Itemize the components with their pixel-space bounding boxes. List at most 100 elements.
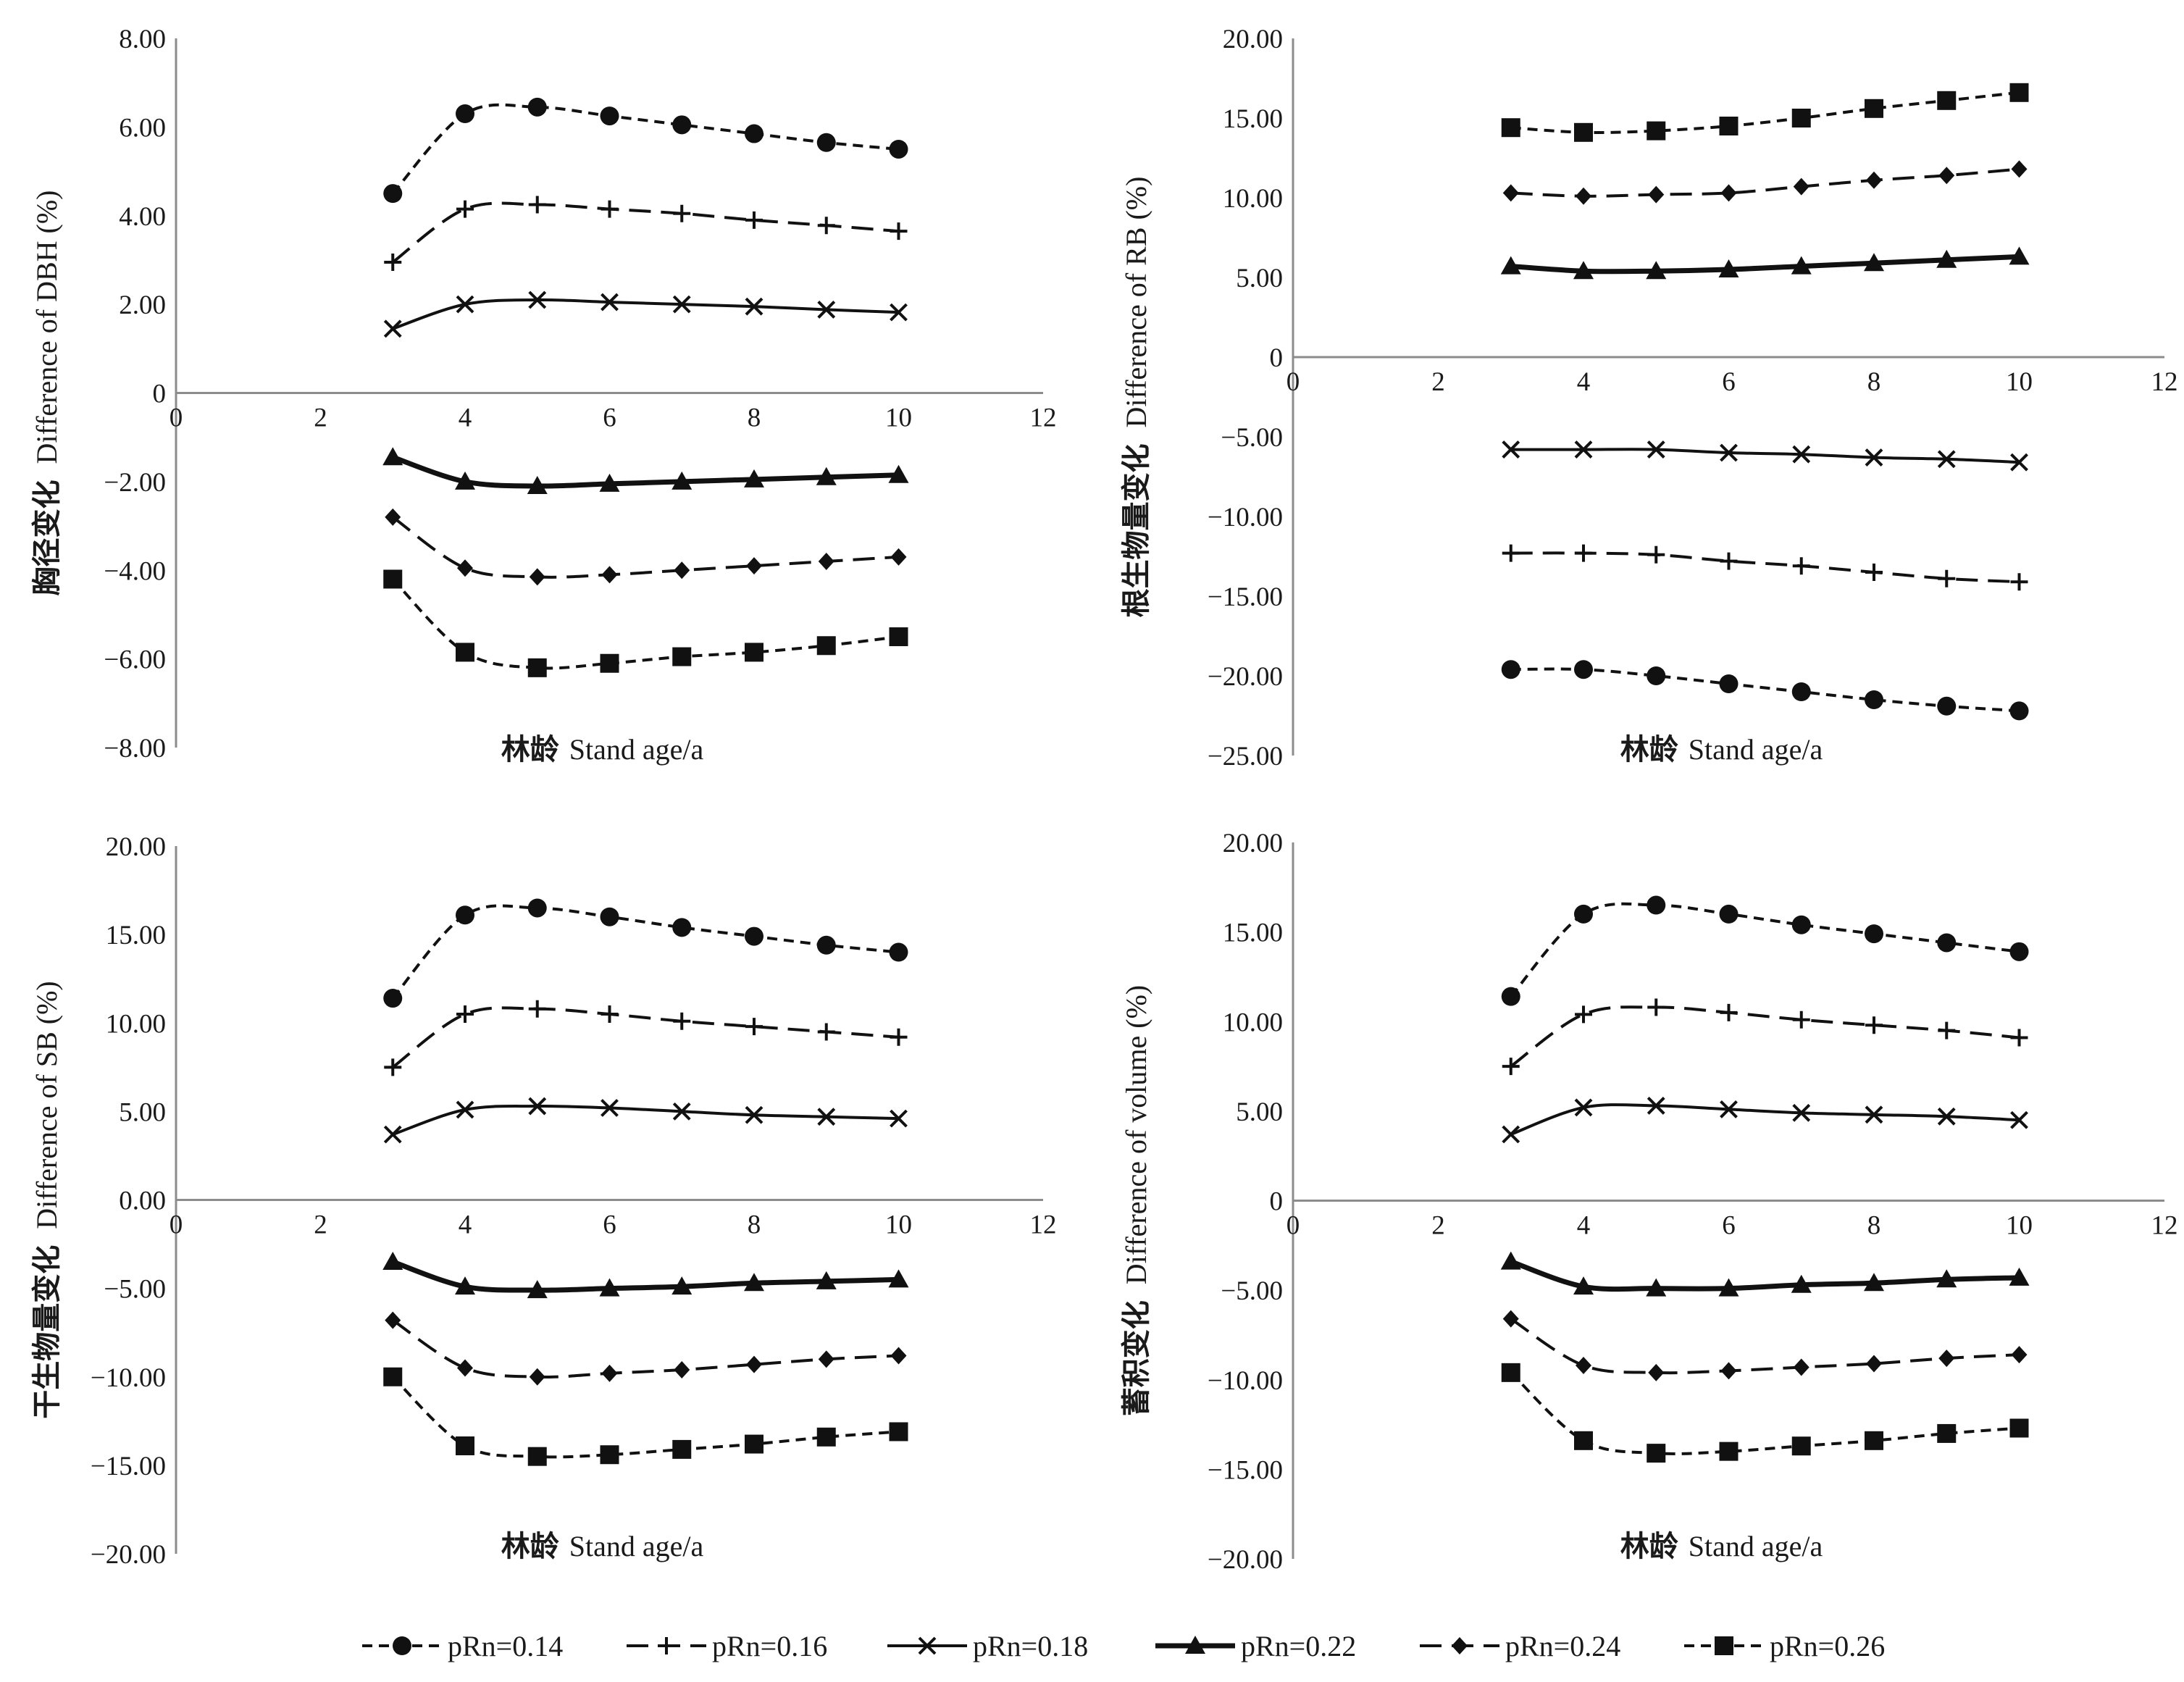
- y-tick-label: −10.00: [1208, 503, 1283, 532]
- legend-item: pRn=0.16: [627, 1630, 827, 1662]
- data-point-diamond: [1793, 1358, 1809, 1376]
- series-line: [392, 1318, 899, 1378]
- data-point-circle: [1501, 660, 1520, 679]
- data-point-triangle: [888, 1269, 909, 1288]
- data-point-x: [1865, 1105, 1883, 1124]
- y-tick-label: −25.00: [1208, 742, 1283, 771]
- data-point-triangle: [1646, 261, 1667, 280]
- x-tick-label: 8: [748, 403, 761, 433]
- y-tick-label: −10.00: [91, 1363, 166, 1393]
- y-tick-label: −15.00: [1208, 582, 1283, 612]
- data-point-diamond: [674, 561, 690, 580]
- series-line: [1510, 1103, 2020, 1136]
- data-point-triangle: [1646, 1278, 1667, 1297]
- data-point-x: [672, 295, 691, 314]
- legend-label: pRn=0.16: [712, 1630, 827, 1662]
- y-axis-title: 胸径变化 Difference of DBH (%): [30, 191, 64, 596]
- data-point-square: [745, 643, 763, 662]
- y-tick-label: 0: [153, 380, 167, 409]
- data-point-circle: [383, 184, 403, 204]
- data-point-square: [527, 1447, 547, 1466]
- data-point-triangle: [382, 1251, 403, 1270]
- data-point-triangle: [1718, 259, 1739, 277]
- data-point-square: [1647, 1444, 1666, 1463]
- data-point-diamond: [1793, 177, 1809, 196]
- data-point-diamond: [1866, 171, 1882, 189]
- data-point-plus: [384, 1058, 402, 1076]
- y-tick-label: 10.00: [1223, 184, 1283, 214]
- series-line: [1510, 91, 2020, 134]
- data-point-triangle: [1573, 1276, 1594, 1295]
- y-tick-label: 5.00: [119, 1097, 166, 1127]
- x-axis-title-cn: 林龄: [1620, 733, 1678, 766]
- data-point-plus: [1720, 1003, 1738, 1021]
- x-axis-title-en: Stand age/a: [1689, 1530, 1823, 1562]
- y-axis-title-cn: 蓄积变化: [1120, 1300, 1153, 1416]
- data-point-x: [601, 1099, 619, 1117]
- data-point-diamond: [890, 548, 907, 566]
- data-point-diamond: [1720, 184, 1737, 202]
- data-point-x: [2010, 1110, 2028, 1129]
- data-point-circle: [1719, 904, 1739, 924]
- x-tick-label: 0: [170, 1210, 183, 1240]
- data-point-square: [1501, 118, 1520, 138]
- x-axis-title: 林龄 Stand age/a: [501, 733, 704, 766]
- data-point-diamond: [385, 508, 401, 526]
- data-point-x: [1502, 1125, 1520, 1144]
- data-point-diamond: [746, 557, 762, 575]
- data-point-plus: [1792, 1011, 1810, 1029]
- data-point-x: [456, 1100, 474, 1119]
- data-point-plus: [1865, 564, 1883, 581]
- x-tick-label: 4: [1577, 367, 1591, 397]
- y-tick-label: 15.00: [1223, 919, 1283, 948]
- data-point-plus: [2010, 1029, 2028, 1047]
- data-point-triangle: [1791, 256, 1812, 275]
- series-pRn=0.14: [1501, 660, 2029, 721]
- data-point-triangle: [671, 1276, 693, 1295]
- data-point-circle: [672, 918, 692, 937]
- data-point-plus: [384, 253, 402, 271]
- series-line: [1510, 448, 2020, 464]
- series-line: [1510, 1259, 2020, 1292]
- data-point-x: [383, 319, 402, 338]
- y-tick-label: 20.00: [106, 832, 166, 862]
- data-point-plus: [1575, 544, 1592, 562]
- data-point-square: [383, 569, 403, 589]
- data-point-x: [1720, 1100, 1738, 1118]
- data-point-circle: [1865, 690, 1883, 709]
- data-point-triangle: [1500, 1251, 1521, 1270]
- x-tick-label: 6: [1722, 1211, 1736, 1241]
- data-point-circle: [2009, 701, 2029, 721]
- data-point-plus: [2010, 573, 2028, 591]
- legend-label: pRn=0.24: [1505, 1630, 1620, 1662]
- series-pRn=0.24: [1502, 1310, 2028, 1381]
- data-point-plus: [890, 1028, 908, 1046]
- data-point-circle: [1791, 682, 1811, 701]
- data-point-circle: [600, 106, 619, 126]
- data-point-circle: [456, 905, 474, 925]
- data-point-triangle: [1500, 256, 1521, 275]
- data-point-diamond: [601, 1364, 618, 1382]
- data-point-square: [889, 627, 908, 647]
- x-tick-label: 8: [748, 1210, 761, 1240]
- x-tick-label: 12: [2151, 1211, 2178, 1241]
- y-axis-title-cn: 干生物量变化: [30, 1245, 64, 1419]
- series-line: [1510, 254, 2020, 275]
- data-point-x: [1792, 1103, 1811, 1122]
- legend-circle-marker: [393, 1636, 411, 1655]
- data-point-triangle: [1573, 261, 1594, 280]
- data-point-diamond: [746, 1355, 762, 1373]
- series-pRn=0.22: [382, 447, 909, 494]
- data-point-plus: [1720, 552, 1738, 570]
- y-tick-label: 8.00: [119, 25, 166, 54]
- y-axis-title-cn: 根生物量变化: [1120, 443, 1153, 617]
- data-point-circle: [1937, 933, 1957, 953]
- x-tick-label: 12: [1030, 1210, 1057, 1240]
- x-tick-label: 2: [1431, 367, 1445, 397]
- data-point-plus: [1502, 1058, 1520, 1076]
- data-point-plus: [745, 211, 763, 229]
- y-tick-label: −20.00: [91, 1540, 166, 1570]
- data-point-square: [383, 1367, 403, 1386]
- data-point-circle: [1719, 674, 1739, 693]
- data-point-square: [672, 1439, 692, 1459]
